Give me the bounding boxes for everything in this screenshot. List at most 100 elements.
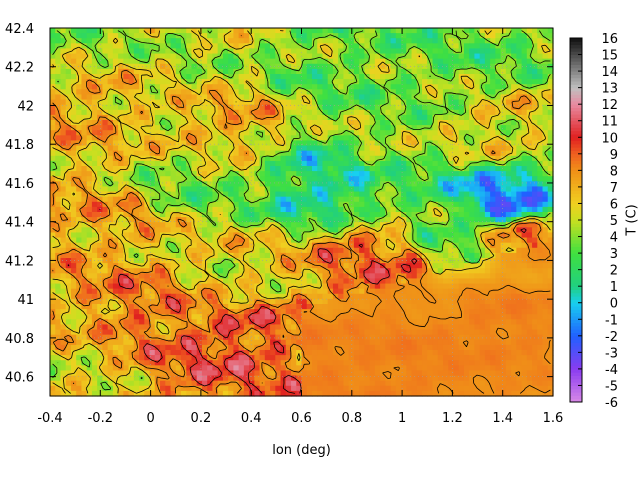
heatmap-cell	[422, 68, 428, 75]
heatmap-cell	[55, 84, 62, 90]
heatmap-cell	[458, 58, 465, 65]
heatmap-cell	[437, 109, 444, 116]
heatmap-cell	[217, 258, 224, 264]
heatmap-cell	[338, 43, 345, 50]
heatmap-cell	[264, 191, 271, 198]
heatmap-cell	[369, 58, 376, 65]
heatmap-cell	[395, 84, 402, 90]
heatmap-cell	[217, 140, 224, 147]
heatmap-cell	[50, 68, 56, 75]
heatmap-cell	[322, 247, 329, 254]
heatmap-cell	[516, 74, 523, 80]
heatmap-cell	[280, 181, 287, 188]
heatmap-cell	[112, 283, 119, 290]
heatmap-cell	[275, 33, 282, 39]
heatmap-cell	[233, 84, 240, 90]
heatmap-cell	[65, 99, 72, 106]
heatmap-cell	[186, 94, 193, 101]
heatmap-cell	[374, 160, 381, 167]
heatmap-cell	[322, 212, 329, 218]
heatmap-cell	[416, 252, 423, 259]
heatmap-cell	[422, 63, 428, 70]
heatmap-cell	[191, 74, 198, 80]
heatmap-cell	[458, 181, 465, 188]
heatmap-cell	[374, 263, 381, 269]
heatmap-cell	[291, 196, 297, 203]
heatmap-cell	[474, 89, 481, 96]
heatmap-cell	[107, 125, 114, 131]
heatmap-cell	[406, 247, 413, 254]
heatmap-cell	[385, 120, 392, 126]
heatmap-cell	[547, 135, 554, 142]
heatmap-cell	[70, 278, 77, 285]
heatmap-cell	[102, 268, 109, 274]
heatmap-cell	[70, 268, 77, 274]
heatmap-cell	[511, 263, 517, 269]
heatmap-cell	[238, 263, 245, 269]
heatmap-cell	[118, 227, 124, 234]
heatmap-cell	[442, 150, 449, 157]
heatmap-cell	[207, 283, 214, 290]
heatmap-cell	[385, 135, 392, 142]
heatmap-cell	[542, 258, 549, 264]
heatmap-cell	[448, 120, 455, 126]
heatmap-cell	[97, 247, 103, 254]
heatmap-cell	[395, 99, 402, 106]
heatmap-cell	[547, 109, 554, 116]
heatmap-cell	[479, 263, 486, 269]
heatmap-cell	[238, 181, 245, 188]
heatmap-cell	[495, 33, 502, 39]
heatmap-cell	[495, 288, 502, 295]
heatmap-cell	[196, 109, 203, 116]
heatmap-cell	[401, 58, 407, 65]
heatmap-cell	[270, 79, 276, 85]
heatmap-cell	[196, 155, 203, 162]
heatmap-cell	[133, 232, 140, 239]
heatmap-cell	[186, 114, 193, 121]
heatmap-cell	[91, 38, 98, 44]
heatmap-cell	[448, 74, 455, 80]
heatmap-cell	[243, 237, 250, 244]
heatmap-cell	[327, 160, 334, 167]
heatmap-cell	[547, 278, 554, 285]
heatmap-cell	[86, 99, 93, 106]
heatmap-cell	[81, 247, 88, 254]
heatmap-cell	[107, 263, 114, 269]
heatmap-cell	[411, 53, 418, 60]
heatmap-cell	[542, 84, 549, 90]
heatmap-cell	[149, 166, 156, 172]
heatmap-cell	[144, 135, 151, 142]
heatmap-cell	[369, 63, 376, 70]
heatmap-cell	[144, 68, 151, 75]
heatmap-cell	[338, 155, 345, 162]
heatmap-cell	[516, 38, 523, 44]
heatmap-cell	[149, 186, 156, 193]
heatmap-cell	[144, 84, 151, 90]
heatmap-cell	[495, 145, 502, 152]
heatmap-cell	[427, 283, 434, 290]
heatmap-cell	[311, 53, 318, 60]
heatmap-cell	[380, 89, 386, 96]
heatmap-cell	[505, 58, 512, 65]
heatmap-cell	[500, 104, 507, 111]
heatmap-cell	[458, 125, 465, 131]
heatmap-cell	[390, 171, 397, 177]
heatmap-cell	[327, 268, 334, 274]
heatmap-cell	[542, 99, 549, 106]
heatmap-cell	[495, 104, 502, 111]
heatmap-cell	[495, 212, 502, 218]
heatmap-cell	[207, 206, 214, 213]
heatmap-cell	[296, 222, 303, 228]
heatmap-cell	[453, 63, 460, 70]
heatmap-cell	[322, 74, 329, 80]
heatmap-cell	[285, 176, 292, 182]
heatmap-cell	[505, 53, 512, 60]
heatmap-cell	[484, 268, 491, 274]
heatmap-cell	[385, 181, 392, 188]
heatmap-cell	[495, 68, 502, 75]
heatmap-cell	[144, 38, 151, 44]
heatmap-cell	[301, 89, 308, 96]
heatmap-cell	[296, 212, 303, 218]
heatmap-cell	[144, 206, 151, 213]
heatmap-cell	[332, 140, 339, 147]
